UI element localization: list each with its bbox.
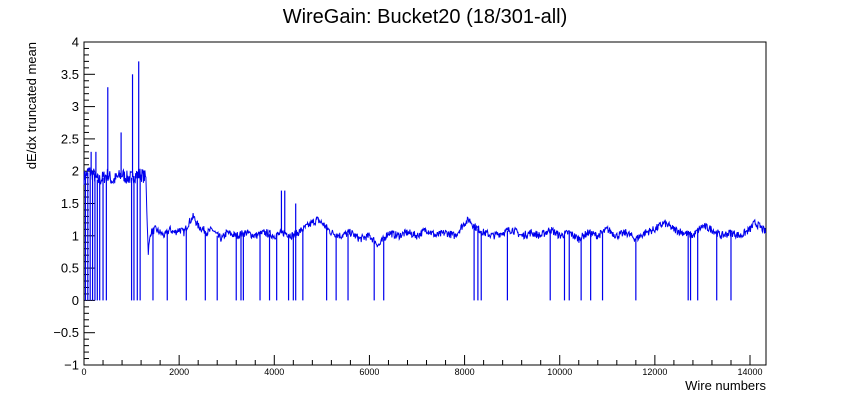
x-tick-label: 4000: [264, 367, 284, 377]
plot-area: −1 −0.5 0 0.5 1 1.5 2 2.5 3 3.5 4 0 2000 4000 6000 8000…: [53, 35, 767, 377]
y-tick-label: 1: [72, 228, 79, 243]
y-tick-label: −1: [64, 358, 79, 373]
y-tick-label: 0: [72, 293, 79, 308]
x-tick-label: 14000: [738, 367, 763, 377]
y-axis-label: dE/dx truncated mean: [24, 42, 39, 169]
series-line: [83, 167, 767, 255]
x-tick-label: 12000: [642, 367, 667, 377]
y-tick-label: 2.5: [61, 131, 79, 146]
chart-title: WireGain: Bucket20 (18/301-all): [283, 6, 568, 28]
y-tick-label: 0.5: [61, 261, 79, 276]
y-tick-label: 1.5: [61, 196, 79, 211]
x-tick-label: 0: [81, 367, 86, 377]
y-tick-label: 2: [72, 164, 79, 179]
x-tick-label: 8000: [455, 367, 475, 377]
plot-frame: [83, 41, 767, 366]
x-axis-label: Wire numbers: [685, 378, 766, 393]
y-tick-label: 4: [72, 35, 79, 50]
y-tick-label: 3.5: [61, 67, 79, 82]
x-tick-label: 6000: [359, 367, 379, 377]
x-tick-label: 10000: [547, 367, 572, 377]
x-tick-label: 2000: [169, 367, 189, 377]
y-tick-label: −0.5: [53, 325, 79, 340]
y-tick-label: 3: [72, 99, 79, 114]
